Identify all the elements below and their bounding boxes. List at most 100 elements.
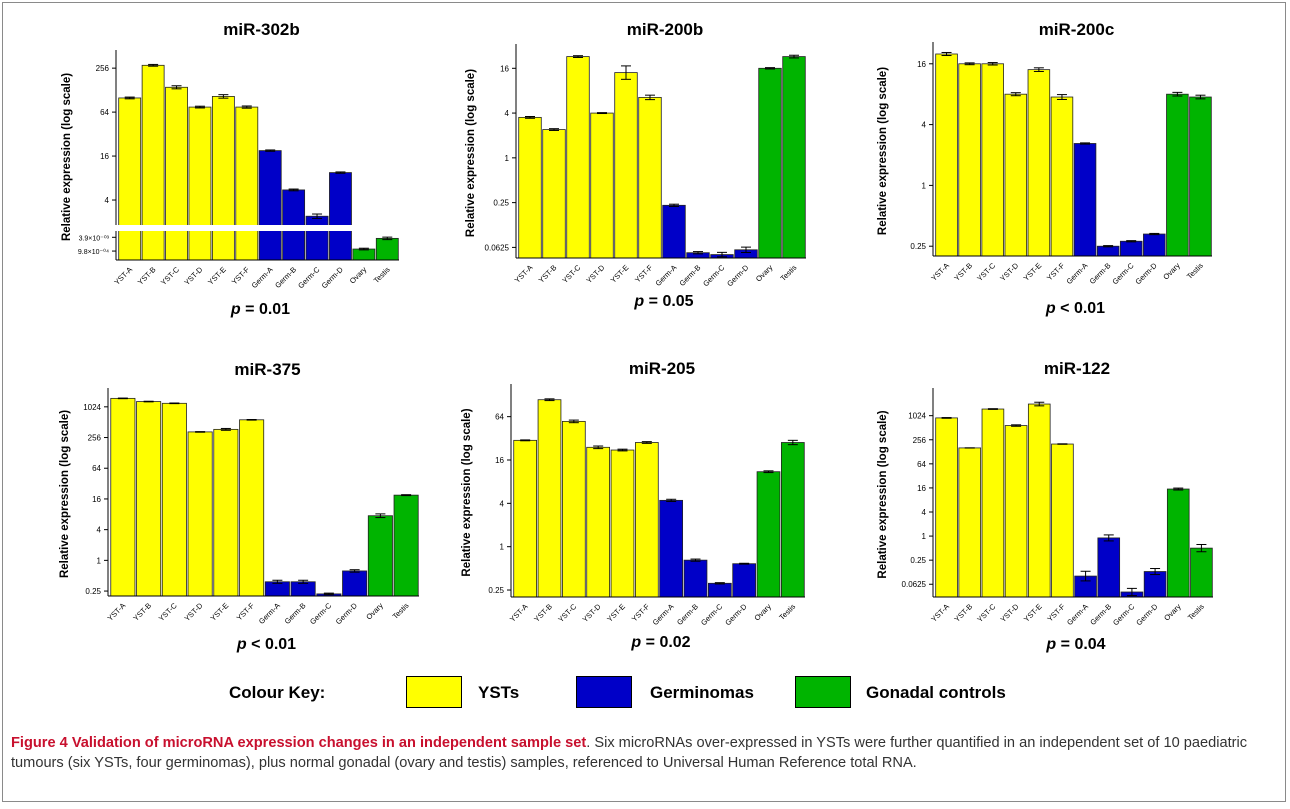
bar (235, 106, 259, 261)
bar (1166, 488, 1190, 598)
x-tick-label: YST-C (975, 261, 997, 283)
x-tick-label: YST-D (998, 261, 1020, 283)
y-tick-label: 0.25 (493, 199, 509, 208)
y-tick-label: 4 (97, 526, 102, 535)
bar (282, 189, 306, 261)
chart-panel-3: YST-A YST-B YST-C YST-D YST-E YST-FGerm-AGerm… (877, 20, 1212, 317)
x-tick-label: YST-C (157, 601, 179, 623)
bar (118, 97, 142, 261)
bar (290, 581, 316, 597)
p-value-text: < 0.01 (247, 636, 296, 653)
x-tick-label: YST-C (975, 602, 997, 624)
x-tick-label: Germ-D (320, 265, 346, 291)
chart-panel-4: YST-A YST-B YST-C YST-D YST-E YST-F Germ-A Germ… (59, 360, 419, 653)
y-tick-label: 64 (495, 413, 504, 422)
y-tick-label: 16 (917, 60, 926, 69)
bar (1096, 245, 1120, 257)
x-tick-label: YST-A (513, 263, 535, 285)
x-tick-label: Germ-A (1065, 602, 1090, 627)
y-tick-label: 16 (495, 456, 504, 465)
y-tick-label: 4 (922, 121, 927, 130)
x-tick-label: YST-F (230, 265, 252, 287)
colour-key-heading: Colour Key: (229, 683, 326, 702)
x-tick-label: YST-D (584, 263, 606, 285)
bar (935, 417, 958, 598)
caption-heading: Figure 4 Validation of microRNA expressi… (11, 735, 587, 751)
bar (537, 399, 562, 598)
bar (1143, 571, 1167, 598)
x-tick-label: Germ-B (675, 602, 700, 627)
bar (393, 494, 419, 597)
x-tick-label: YST-B (136, 265, 158, 287)
x-tick-label: YST-C (556, 602, 578, 624)
bar (161, 402, 187, 597)
x-tick-label: Testis (391, 601, 411, 621)
germinoma-key-label: Germinomas (650, 683, 754, 702)
chart-panel-1: YST-A YST-B YST-C YST-D YST-E YST-FGerm-AGerm… (61, 20, 403, 318)
bar (264, 581, 290, 597)
bar (1189, 96, 1212, 257)
bar (513, 439, 538, 598)
x-tick-label: YST-F (630, 602, 652, 624)
x-tick-label: YST-E (206, 265, 228, 287)
x-tick-label: YST-E (1022, 602, 1044, 624)
y-tick-label: 16 (92, 495, 101, 504)
y-tick-label: 16 (100, 152, 109, 161)
bar (1027, 69, 1051, 257)
x-tick-label: YST-D (999, 602, 1021, 624)
bar (1073, 143, 1097, 257)
bar (981, 408, 1005, 598)
y-tick-label: 256 (88, 434, 102, 443)
chart-panel-2: YST-A YST-B YST-C YST-D YST-E YST-F Germ-A Germ… (465, 20, 806, 310)
caption-body: . Six microRNAs over-expressed in YSTs w… (11, 735, 1248, 771)
y-tick-label: 0.0625 (902, 580, 927, 589)
p-value: p < 0.01 (1045, 300, 1105, 317)
p-value-symbol: p (230, 301, 241, 318)
x-tick-label: Ovary (1162, 602, 1183, 623)
x-tick-label: Ovary (364, 601, 385, 622)
x-tick-label: YST-D (183, 601, 205, 623)
p-value-text: < 0.01 (1056, 300, 1105, 317)
y-tick-label: 4 (922, 508, 927, 517)
bar (1004, 425, 1028, 598)
y-tick-label: 0.25 (910, 556, 926, 565)
bar (1027, 403, 1051, 598)
bar (707, 582, 732, 598)
x-tick-label: YST-A (929, 261, 951, 283)
bar (780, 442, 805, 598)
bar (561, 420, 586, 598)
y-tick-label: 64 (100, 108, 109, 117)
x-tick-label: Germ-A (250, 265, 275, 290)
p-value-symbol: p (1045, 300, 1056, 317)
bar (136, 401, 162, 597)
y-tick-label: 4 (505, 109, 510, 118)
y-tick-label: 64 (92, 464, 101, 473)
x-tick-label: Germ-A (651, 602, 676, 627)
p-value-symbol: p (236, 636, 247, 653)
x-tick-label: YST-F (633, 263, 655, 285)
p-value: p = 0.02 (630, 634, 690, 651)
y-tick-label: 1 (505, 154, 510, 163)
bar (239, 419, 265, 597)
bar (662, 204, 686, 259)
y-tick-label: 1 (922, 181, 927, 190)
y-tick-label: 1024 (83, 403, 101, 412)
chart-title: miR-200b (627, 20, 704, 39)
bar (352, 248, 376, 261)
bar (213, 428, 239, 597)
germinoma-swatch (576, 676, 632, 708)
p-value-symbol: p (633, 293, 644, 310)
x-tick-label: YST-D (182, 265, 204, 287)
bar (342, 570, 368, 597)
x-tick-label: Ovary (1161, 261, 1182, 282)
x-tick-label: Germ-C (308, 601, 334, 627)
x-tick-label: Germ-C (699, 602, 725, 628)
bar (935, 53, 958, 257)
bar (305, 215, 329, 261)
bar (1166, 93, 1189, 257)
x-tick-label: YST-B (532, 602, 554, 624)
bar (590, 112, 614, 259)
bar (375, 237, 399, 261)
x-tick-label: Testis (777, 602, 797, 622)
bar (329, 172, 352, 261)
